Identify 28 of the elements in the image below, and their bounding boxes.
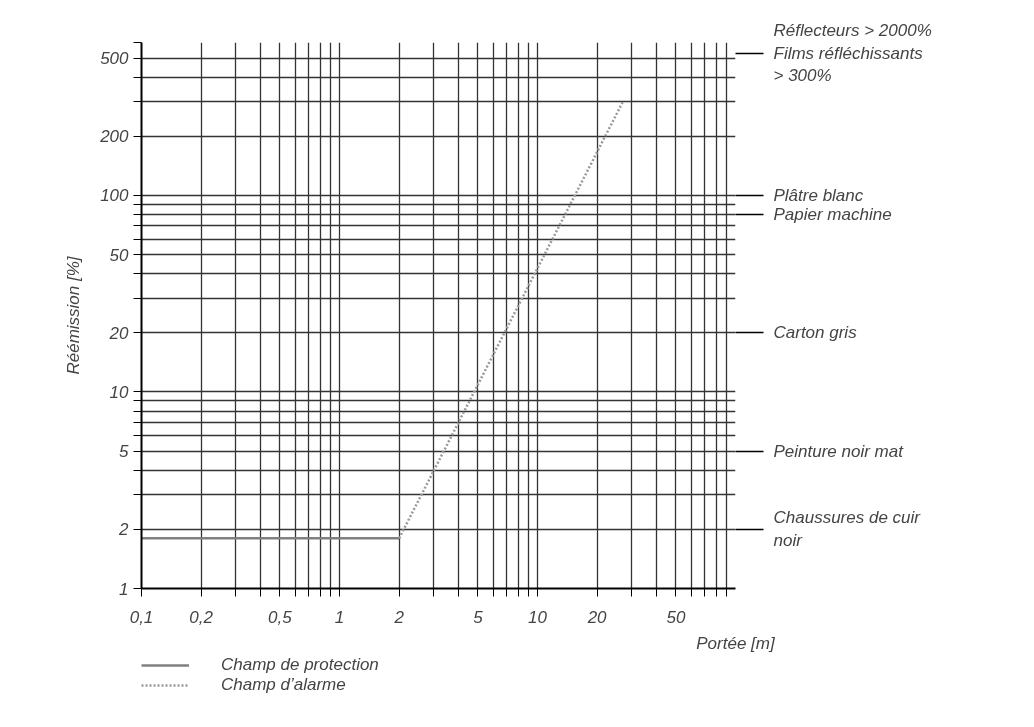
x-tick-label: 10 [528, 607, 548, 627]
ref-line-label: Réflecteurs > 2000% Films réfléchissants > 300% [773, 20, 932, 86]
y-tick-label: 500 [100, 49, 130, 69]
y-tick-label: 1 [119, 579, 129, 599]
y-tick-label: 200 [99, 127, 130, 147]
x-tick-label: 2 [393, 607, 405, 627]
ref-line-label: Plâtre blanc [773, 185, 864, 205]
ref-line-label: Peinture noir mat [773, 441, 905, 461]
ref-line-label: Papier machine [773, 204, 892, 224]
legend-label: Champ de protection [221, 655, 379, 675]
y-tick-label: 20 [108, 323, 130, 343]
legend-label: Champ d’alarme [221, 675, 346, 695]
y-tick-label: 2 [118, 520, 130, 540]
x-axis-title: Portée [m] [696, 633, 776, 653]
x-tick-label: 5 [473, 607, 484, 627]
x-tick-label: 0,1 [129, 607, 154, 627]
y-tick-label: 50 [109, 245, 130, 265]
x-tick-label: 20 [586, 607, 608, 627]
y-tick-label: 5 [119, 442, 130, 462]
ref-line-label: Chaussures de cuir noir [773, 508, 922, 551]
y-axis-title: Réémission [%] [64, 255, 84, 375]
y-tick-label: 10 [109, 382, 130, 402]
x-tick-label: 1 [334, 607, 345, 627]
x-tick-label: 50 [666, 607, 686, 627]
x-tick-label: 0,5 [268, 607, 293, 627]
ref-line-label: Carton gris [773, 323, 858, 343]
x-tick-label: 0,2 [189, 607, 214, 627]
y-tick-label: 100 [100, 186, 130, 206]
